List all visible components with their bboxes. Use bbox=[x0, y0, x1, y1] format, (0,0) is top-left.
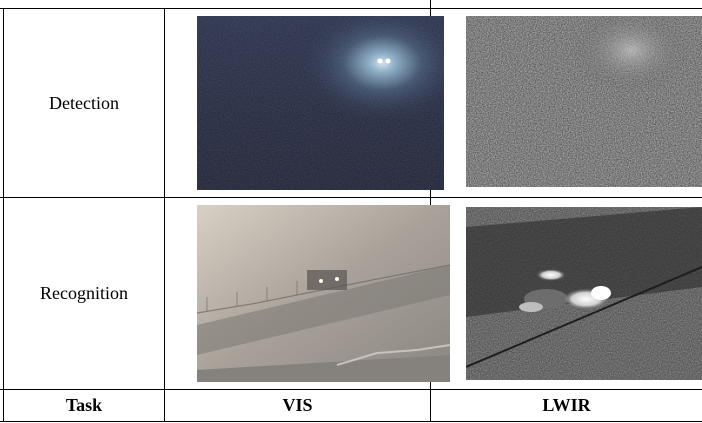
vis-recognition-image bbox=[197, 205, 450, 382]
task-label-detection: Detection bbox=[49, 92, 119, 113]
lwir-detection-image bbox=[466, 16, 702, 187]
header-lwir: LWIR bbox=[542, 395, 591, 415]
vis-detection-image bbox=[197, 16, 444, 190]
header-vis: VIS bbox=[282, 395, 313, 415]
header-task: Task bbox=[65, 395, 103, 415]
lwir-recognition-image bbox=[466, 207, 702, 380]
row-divider-1 bbox=[0, 197, 702, 198]
row-divider-2 bbox=[0, 389, 702, 390]
table-bottom-border bbox=[0, 421, 702, 422]
table-top-border bbox=[0, 8, 702, 9]
task-label-recognition: Recognition bbox=[40, 283, 128, 303]
table-left-border bbox=[3, 8, 4, 422]
column-divider-1 bbox=[164, 8, 165, 422]
